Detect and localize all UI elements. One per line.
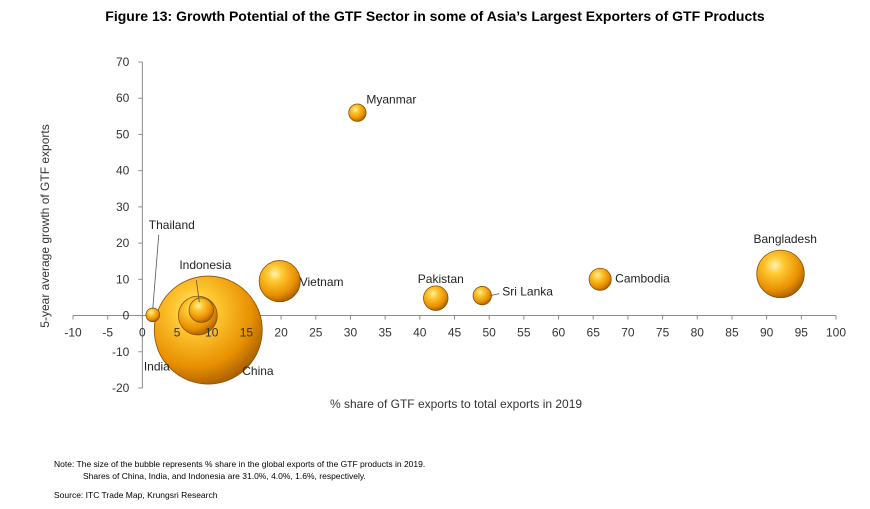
x-tick-label: 100: [826, 326, 846, 340]
x-tick-label: 85: [725, 326, 739, 340]
y-tick-label: 10: [116, 272, 130, 286]
x-tick-label: 10: [205, 326, 219, 340]
x-tick-label: 40: [413, 326, 427, 340]
x-tick-label: 80: [691, 326, 705, 340]
bubble-bangladesh: [756, 249, 805, 299]
x-tick-label: 5: [174, 326, 181, 340]
x-axis-label: % share of GTF exports to total exports …: [330, 397, 582, 411]
point-label: China: [242, 364, 274, 378]
y-tick-label: 20: [116, 236, 130, 250]
x-tick-label: 70: [621, 326, 635, 340]
point-label: Indonesia: [179, 258, 231, 272]
bubble-cambodia: [588, 267, 612, 291]
y-tick-label: 60: [116, 91, 130, 105]
note-line-1: Note: The size of the bubble represents …: [54, 459, 426, 469]
bubble-indonesia: [188, 297, 214, 323]
y-tick-label: 70: [116, 55, 130, 69]
x-tick-label: 45: [448, 326, 462, 340]
point-label: Sri Lanka: [502, 285, 553, 299]
y-tick-label: -20: [112, 381, 130, 395]
x-tick-label: 65: [587, 326, 601, 340]
x-tick-label: 35: [378, 326, 392, 340]
point-label: Vietnam: [300, 275, 344, 289]
x-tick-label: 15: [240, 326, 254, 340]
y-tick-label: 0: [123, 309, 130, 323]
x-tick-label: 0: [139, 326, 146, 340]
x-tick-label: 25: [309, 326, 323, 340]
bubble-pakistan: [423, 285, 449, 311]
x-tick-label: 55: [517, 326, 531, 340]
bubble-myanmar: [348, 103, 367, 122]
point-label: Myanmar: [366, 93, 416, 107]
bubble-thailand: [145, 307, 161, 323]
y-tick-label: 50: [116, 127, 130, 141]
y-axis-label: 5-year average growth of GTF exports: [38, 124, 52, 327]
point-label: India: [144, 360, 170, 374]
x-tick-label: 90: [760, 326, 774, 340]
x-tick-label: 50: [483, 326, 497, 340]
leader-line: [490, 293, 500, 297]
point-label: Bangladesh: [754, 232, 817, 246]
x-tick-label: 75: [656, 326, 670, 340]
chart-note: Note: The size of the bubble represents …: [54, 458, 425, 482]
y-tick-label: 40: [116, 164, 130, 178]
y-tick-label: -10: [112, 345, 130, 359]
x-tick-label: 30: [344, 326, 358, 340]
x-tick-label: -5: [102, 326, 113, 340]
x-tick-label: 20: [274, 326, 288, 340]
leader-line: [195, 280, 200, 303]
x-tick-label: -10: [64, 326, 82, 340]
leader-line: [152, 234, 160, 309]
x-tick-label: 95: [795, 326, 809, 340]
chart-source: Source: ITC Trade Map, Krungsri Research: [54, 490, 218, 500]
point-label: Cambodia: [615, 271, 670, 285]
y-tick-label: 30: [116, 200, 130, 214]
point-label: Pakistan: [418, 272, 464, 286]
x-tick-label: 60: [552, 326, 566, 340]
point-label: Thailand: [149, 218, 195, 232]
bubble-vietnam: [258, 260, 301, 303]
note-line-2: Shares of China, India, and Indonesia ar…: [83, 471, 366, 481]
bubble-sri-lanka: [472, 286, 492, 306]
chart-title: Figure 13: Growth Potential of the GTF S…: [105, 8, 765, 24]
